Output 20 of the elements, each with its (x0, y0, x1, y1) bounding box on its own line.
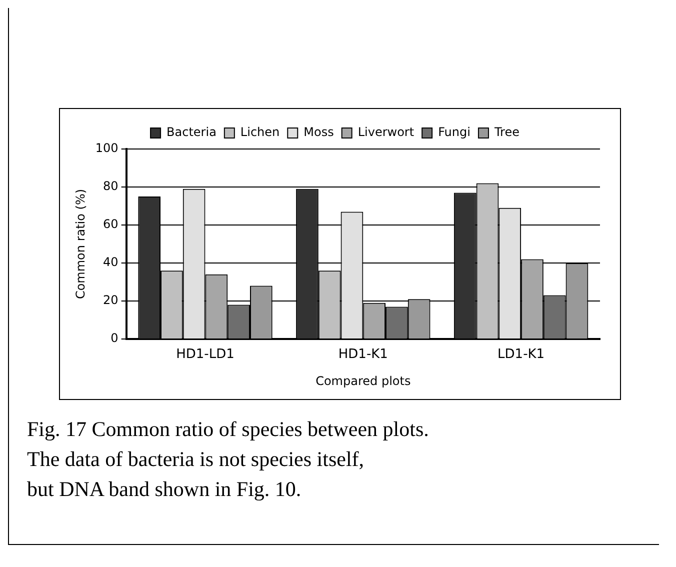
legend-label: Tree (493, 125, 520, 140)
text: The data of bacteria is not species itself, (27, 446, 366, 473)
y-tick-label: 40 (103, 255, 118, 270)
x-tick-label: LD1-K1 (498, 347, 545, 362)
legend-label: Liverwort (358, 125, 414, 140)
x-tick-label: HD1-K1 (338, 347, 388, 362)
caption: Fig. 17 Common ratio of species between plots. (27, 416, 430, 443)
legend-label: Bacteria (166, 125, 216, 140)
x-tick-label: HD1-LD1 (176, 347, 234, 362)
legend-label: Fungi (438, 125, 470, 140)
y-tick-label: 100 (95, 141, 118, 156)
y-tick-label: 80 (103, 179, 118, 194)
legend-label: Moss (304, 125, 334, 140)
legend-label: Lichen (240, 125, 280, 140)
y-tick-label: 60 (103, 217, 118, 232)
y-tick-label: 0 (110, 331, 118, 346)
y-axis-title: Common ratio (%) (73, 188, 88, 300)
text: but DNA band shown in Fig. 10. (27, 476, 302, 503)
y-tick-label: 20 (103, 293, 118, 308)
x-axis-title: Compared plots (316, 374, 411, 388)
